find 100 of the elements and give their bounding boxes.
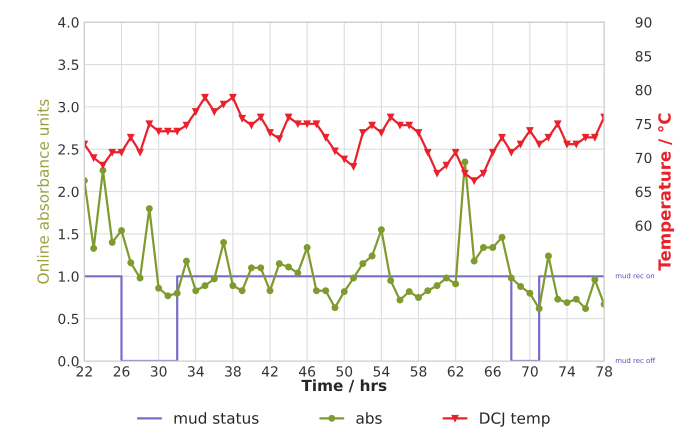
point bbox=[118, 148, 125, 156]
point bbox=[155, 128, 162, 135]
x-tick-label: 26 bbox=[114, 366, 130, 377]
point bbox=[526, 290, 534, 297]
x-tick-label: 42 bbox=[262, 366, 278, 376]
point bbox=[192, 287, 200, 294]
point bbox=[202, 282, 209, 290]
point bbox=[572, 296, 580, 303]
point bbox=[312, 287, 320, 294]
point bbox=[127, 259, 134, 266]
point bbox=[127, 134, 134, 141]
point bbox=[331, 147, 338, 154]
point bbox=[210, 275, 218, 282]
point bbox=[424, 287, 432, 294]
y-tick-label: 1.5 bbox=[58, 229, 78, 240]
legend-label: DCJ temp bbox=[480, 412, 550, 427]
y-tick-label: 1.0 bbox=[58, 271, 79, 282]
point bbox=[202, 94, 209, 101]
point bbox=[210, 108, 218, 116]
point bbox=[99, 166, 106, 174]
point bbox=[424, 148, 432, 156]
point bbox=[248, 122, 255, 129]
point bbox=[322, 287, 330, 294]
point bbox=[257, 114, 264, 121]
point bbox=[582, 305, 590, 312]
y-tick-label: 4.0 bbox=[58, 17, 79, 28]
point bbox=[544, 134, 552, 141]
point bbox=[238, 114, 246, 122]
point bbox=[498, 234, 506, 241]
point bbox=[359, 129, 366, 136]
point bbox=[182, 122, 190, 129]
point bbox=[387, 277, 394, 284]
point bbox=[434, 170, 441, 177]
point bbox=[396, 122, 404, 129]
point bbox=[415, 294, 422, 301]
point bbox=[331, 304, 338, 312]
point bbox=[378, 129, 385, 136]
point bbox=[285, 114, 292, 121]
y2-tick-label: 60 bbox=[636, 220, 652, 231]
x-tick-label: 66 bbox=[484, 366, 501, 377]
point bbox=[294, 120, 302, 128]
point bbox=[396, 296, 404, 304]
point bbox=[434, 282, 441, 290]
point bbox=[304, 120, 311, 128]
point bbox=[136, 274, 144, 282]
point bbox=[564, 140, 570, 148]
point bbox=[220, 100, 228, 108]
point bbox=[415, 129, 422, 136]
point bbox=[480, 244, 487, 251]
point bbox=[461, 158, 468, 166]
x-tick-label: 54 bbox=[374, 366, 390, 377]
point bbox=[155, 284, 162, 292]
point bbox=[359, 260, 366, 268]
point bbox=[508, 274, 515, 282]
point bbox=[526, 127, 534, 134]
point bbox=[564, 299, 570, 306]
y-tick-label: 3.5 bbox=[58, 59, 78, 70]
point bbox=[378, 226, 385, 234]
x-tick-label: 30 bbox=[150, 366, 167, 377]
point bbox=[266, 129, 274, 136]
x-axis-title: Time / hrs bbox=[301, 379, 386, 392]
point bbox=[350, 163, 358, 170]
point bbox=[536, 305, 543, 312]
x-tick-label: 38 bbox=[225, 366, 241, 377]
point bbox=[498, 134, 506, 141]
x-tick-label: 70 bbox=[522, 366, 538, 377]
x-tick-label: 74 bbox=[559, 366, 576, 376]
point bbox=[229, 282, 236, 290]
x-tick-label: 22 bbox=[76, 366, 92, 376]
point bbox=[591, 134, 598, 141]
point bbox=[164, 128, 172, 135]
x-tick-label: 50 bbox=[336, 366, 352, 377]
point bbox=[461, 170, 468, 177]
point bbox=[90, 244, 98, 252]
point bbox=[517, 140, 524, 148]
point bbox=[304, 244, 311, 251]
point bbox=[108, 238, 116, 246]
y2-axis-title: Temperature / °C bbox=[658, 114, 674, 271]
point bbox=[572, 140, 580, 148]
point bbox=[517, 283, 524, 290]
point bbox=[108, 148, 116, 156]
point bbox=[174, 128, 181, 135]
point bbox=[442, 274, 450, 282]
point bbox=[136, 148, 144, 156]
point bbox=[146, 205, 153, 212]
x-tick-label: 46 bbox=[298, 366, 316, 377]
point bbox=[406, 122, 413, 129]
y2-tick-label: 70 bbox=[636, 152, 652, 164]
point bbox=[90, 154, 98, 162]
point bbox=[229, 94, 236, 101]
point bbox=[266, 287, 274, 294]
y2-tick-label: 65 bbox=[636, 186, 652, 198]
point bbox=[489, 148, 496, 156]
y2-tick-label: 75 bbox=[636, 118, 652, 130]
point bbox=[544, 252, 552, 260]
point bbox=[452, 148, 460, 156]
point bbox=[248, 264, 255, 272]
point bbox=[220, 238, 228, 246]
point bbox=[350, 274, 358, 282]
point bbox=[285, 264, 292, 270]
